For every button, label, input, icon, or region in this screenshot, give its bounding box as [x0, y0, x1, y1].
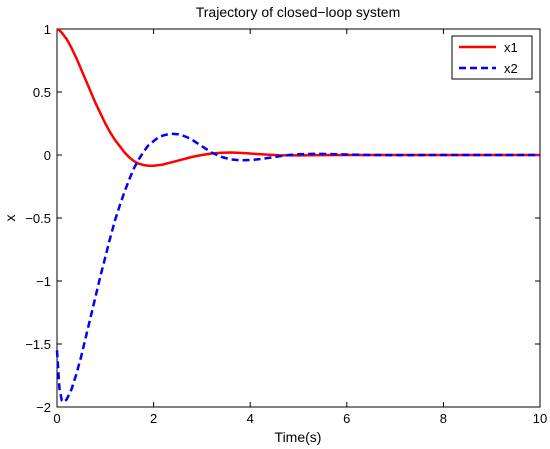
series-layer	[55, 27, 540, 404]
x-tick-label-8: 8	[440, 411, 447, 426]
legend-label-x2: x2	[504, 61, 518, 76]
legend-box	[451, 35, 533, 80]
x-tick-label-0: 0	[53, 411, 60, 426]
legend: x1 x2	[451, 35, 533, 80]
x-axis-label: Time(s)	[275, 429, 322, 445]
y-tick-label--1.5: −1.5	[25, 337, 51, 352]
y-tick-label-0: 0	[44, 148, 51, 163]
y-axis-label: x	[2, 215, 18, 222]
legend-label-x1: x1	[504, 40, 518, 55]
y-tick-label--1: −1	[36, 274, 51, 289]
y-tick-label--2: −2	[36, 400, 51, 415]
x-tick-label-4: 4	[247, 411, 254, 426]
y-tick-label-1: 1	[44, 22, 51, 37]
plot-area	[56, 28, 541, 408]
y-tick-label--0.5: −0.5	[25, 211, 51, 226]
x-tick-label-2: 2	[150, 411, 157, 426]
series-line-x1	[56, 27, 540, 167]
y-tick-label-0.5: 0.5	[33, 85, 51, 100]
ticks-layer: 0 2 4 6 8 10 1 0.5 0 −0.5 −1 −1.5 −2	[25, 22, 547, 426]
chart-title: Trajectory of closed−loop system	[196, 4, 401, 20]
x-tick-label-6: 6	[343, 411, 350, 426]
x-tick-label-10: 10	[533, 411, 547, 426]
